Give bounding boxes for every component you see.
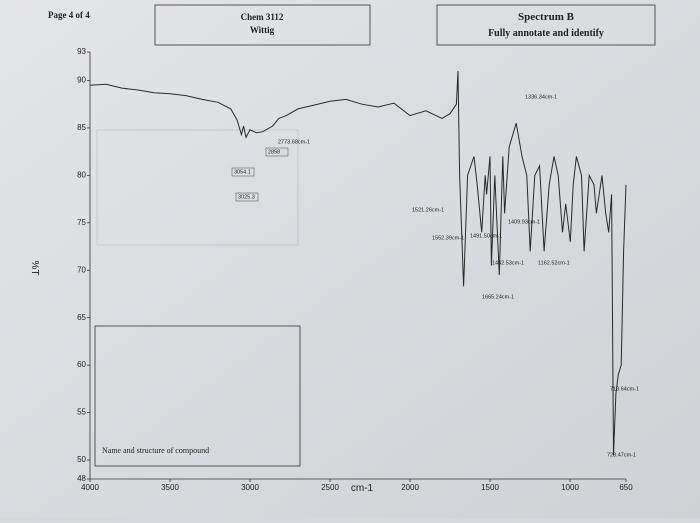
annotation-box xyxy=(231,167,255,177)
y-tick-label: 93 xyxy=(77,47,86,56)
x-tick-label: 1500 xyxy=(481,483,499,492)
x-axis-label: cm-1 xyxy=(351,483,374,494)
page-number: Page 4 of 4 xyxy=(48,10,90,20)
x-tick-label: 1000 xyxy=(561,483,579,492)
x-tick-label: 650 xyxy=(619,483,633,492)
peak-annotation: 1409.93cm-1 xyxy=(508,219,540,225)
x-tick-label: 3500 xyxy=(161,483,179,492)
peak-annotation: 1336.34cm-1 xyxy=(525,94,557,100)
spectrum-line xyxy=(89,70,627,456)
x-tick-label: 2000 xyxy=(401,483,419,492)
peak-annotation: 1521.26cm-1 xyxy=(412,207,444,213)
y-tick-label: 75 xyxy=(77,218,86,227)
peak-annotation: 2773.68cm-1 xyxy=(278,139,310,145)
peak-annotation: 2858 xyxy=(268,149,280,155)
peak-annotation: 1162.52cm-1 xyxy=(538,260,570,266)
peak-annotation: 1552.39cm-1 xyxy=(432,235,464,241)
instruction: Fully annotate and identify xyxy=(488,28,604,39)
y-tick-label: 65 xyxy=(77,313,86,322)
peak-annotation: 728.47cm-1 xyxy=(607,452,636,458)
experiment: Wittig xyxy=(250,25,275,35)
course: Chem 3112 xyxy=(241,12,284,22)
peak-annotation: 3054.1 xyxy=(234,169,251,175)
peak-annotation: 713.64cm-1 xyxy=(610,386,639,392)
spectrum-box xyxy=(436,4,656,46)
peak-annotation: 1442.53cm-1 xyxy=(492,260,524,266)
y-tick-label: 60 xyxy=(77,360,86,369)
answer-label: Name and structure of compound xyxy=(102,446,209,455)
peak-annotation: 1665.24cm-1 xyxy=(482,294,514,300)
y-axis-label: %T xyxy=(29,261,40,276)
title-box xyxy=(154,4,371,46)
x-tick-label: 4000 xyxy=(81,483,99,492)
peak-annotation: 1491.50cm-1 xyxy=(470,233,502,239)
x-tick-label: 3000 xyxy=(241,483,259,492)
peak-annotation: 3025.3 xyxy=(238,194,255,200)
y-tick-label: 55 xyxy=(77,408,86,417)
x-tick-label: 2500 xyxy=(321,483,339,492)
annotation-box xyxy=(265,147,289,157)
y-tick-label: 85 xyxy=(77,123,86,132)
faint-box xyxy=(96,129,299,246)
annotation-box xyxy=(235,192,259,202)
y-tick-label: 48 xyxy=(77,474,86,483)
spectrum-name: Spectrum B xyxy=(518,11,575,23)
y-tick-label: 50 xyxy=(77,455,86,464)
y-tick-label: 80 xyxy=(77,170,86,179)
answer-box xyxy=(94,325,301,467)
y-tick-label: 70 xyxy=(77,265,86,274)
y-tick-label: 90 xyxy=(77,76,86,85)
